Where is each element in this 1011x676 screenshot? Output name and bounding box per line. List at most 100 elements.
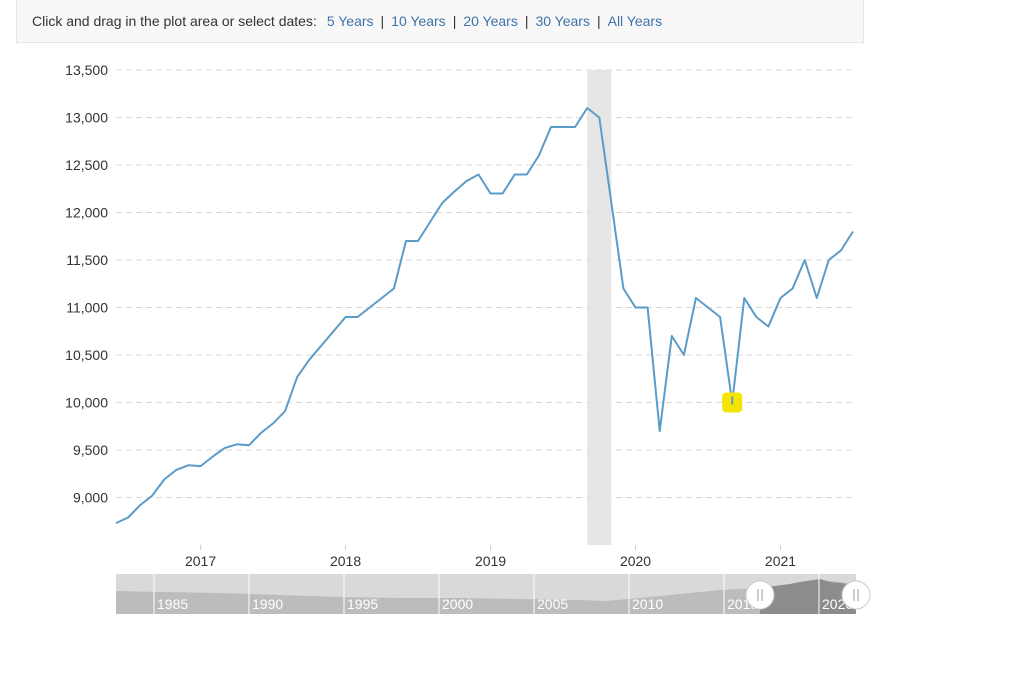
data-point[interactable] xyxy=(838,248,844,254)
y-tick-label: 9,000 xyxy=(73,490,108,506)
y-tick-label: 10,500 xyxy=(65,347,108,363)
navigator-year-label: 2000 xyxy=(442,596,473,612)
data-point[interactable] xyxy=(475,172,481,178)
range-5-years-link[interactable]: 5 Years xyxy=(326,13,374,29)
data-point[interactable] xyxy=(802,257,808,263)
data-point[interactable] xyxy=(222,445,228,451)
range-20-years-link[interactable]: 20 Years xyxy=(463,13,518,29)
data-point[interactable] xyxy=(584,105,590,111)
data-point[interactable] xyxy=(379,295,385,301)
data-point[interactable] xyxy=(512,172,518,178)
data-point[interactable] xyxy=(488,191,494,197)
navigator-series xyxy=(116,580,856,614)
data-point[interactable] xyxy=(246,442,252,448)
data-point[interactable] xyxy=(620,286,626,292)
recession-band xyxy=(587,70,612,545)
x-tick-label: 2019 xyxy=(475,553,506,569)
data-point[interactable] xyxy=(210,454,216,460)
data-point[interactable] xyxy=(705,305,711,311)
y-tick-label: 12,000 xyxy=(65,205,108,221)
data-point[interactable] xyxy=(790,286,796,292)
x-tick-label: 2021 xyxy=(765,553,796,569)
data-point[interactable] xyxy=(669,333,675,339)
data-point[interactable] xyxy=(500,191,506,197)
data-point[interactable] xyxy=(778,295,784,301)
handle-circle[interactable] xyxy=(745,580,775,610)
data-point[interactable] xyxy=(681,352,687,358)
data-point[interactable] xyxy=(415,238,421,244)
data-point[interactable] xyxy=(367,305,373,311)
data-point[interactable] xyxy=(294,374,300,380)
data-point[interactable] xyxy=(343,314,349,320)
data-point[interactable] xyxy=(753,314,759,320)
data-point[interactable] xyxy=(693,295,699,301)
range-all-years-link[interactable]: All Years xyxy=(607,13,663,29)
data-point[interactable] xyxy=(850,229,856,235)
y-tick-label: 13,000 xyxy=(65,110,108,126)
x-tick-label: 2017 xyxy=(185,553,216,569)
data-point[interactable] xyxy=(572,124,578,130)
y-tick-label: 12,500 xyxy=(65,157,108,173)
data-point[interactable] xyxy=(524,172,530,178)
data-point[interactable] xyxy=(125,514,131,520)
range-selector: Click and drag in the plot area or selec… xyxy=(16,0,864,43)
y-tick-label: 11,000 xyxy=(66,300,108,316)
y-tick-label: 11,500 xyxy=(66,252,108,268)
series-line[interactable] xyxy=(115,107,854,525)
data-point[interactable] xyxy=(560,124,566,130)
data-point[interactable] xyxy=(596,115,602,121)
x-tick-label: 2018 xyxy=(330,553,361,569)
data-point[interactable] xyxy=(161,476,167,482)
data-point[interactable] xyxy=(173,467,179,473)
data-point[interactable] xyxy=(391,286,397,292)
handle-circle[interactable] xyxy=(841,580,871,610)
data-point[interactable] xyxy=(741,295,747,301)
shaded-band-layer xyxy=(587,70,612,545)
y-tick-label: 9,500 xyxy=(73,442,108,458)
data-point[interactable] xyxy=(330,328,336,334)
range-prompt: Click and drag in the plot area or selec… xyxy=(32,13,317,29)
data-point[interactable] xyxy=(149,493,155,499)
navigator-right-handle[interactable] xyxy=(841,580,871,610)
navigator-year-label: 1985 xyxy=(157,596,188,612)
grid-lines xyxy=(116,69,853,498)
navigator-left-handle[interactable] xyxy=(745,580,775,610)
data-point[interactable] xyxy=(306,357,312,363)
navigator-selected-range[interactable] xyxy=(760,579,856,614)
navigator-year-label: 1995 xyxy=(347,596,378,612)
series-layer[interactable] xyxy=(113,105,856,526)
y-tick-label: 10,000 xyxy=(65,395,108,411)
data-point[interactable] xyxy=(633,305,639,311)
data-point[interactable] xyxy=(427,219,433,225)
data-point[interactable] xyxy=(355,314,361,320)
data-point[interactable] xyxy=(318,343,324,349)
data-point[interactable] xyxy=(113,520,119,526)
data-point[interactable] xyxy=(137,502,143,508)
data-point[interactable] xyxy=(463,178,469,184)
data-point[interactable] xyxy=(765,324,771,330)
data-point[interactable] xyxy=(608,200,614,206)
data-point[interactable] xyxy=(548,124,554,130)
range-separator: | xyxy=(380,13,385,29)
data-point[interactable] xyxy=(814,295,820,301)
range-10-years-link[interactable]: 10 Years xyxy=(391,13,446,29)
data-point[interactable] xyxy=(270,420,276,426)
range-30-years-link[interactable]: 30 Years xyxy=(535,13,590,29)
data-point[interactable] xyxy=(451,189,457,195)
navigator[interactable]: 1985 1990 1995 2000 2005 2010 2015 2020 xyxy=(116,574,871,614)
data-point[interactable] xyxy=(403,238,409,244)
range-separator: | xyxy=(596,13,601,29)
data-point[interactable] xyxy=(657,428,663,434)
data-point[interactable] xyxy=(645,305,651,311)
data-point[interactable] xyxy=(258,430,264,436)
data-point[interactable] xyxy=(282,408,288,414)
range-separator: | xyxy=(452,13,457,29)
data-point[interactable] xyxy=(185,462,191,468)
data-point[interactable] xyxy=(198,463,204,469)
data-point[interactable] xyxy=(439,200,445,206)
data-point[interactable] xyxy=(826,257,832,263)
data-point[interactable] xyxy=(234,441,240,447)
data-point[interactable] xyxy=(717,314,723,320)
data-point[interactable] xyxy=(536,153,542,159)
